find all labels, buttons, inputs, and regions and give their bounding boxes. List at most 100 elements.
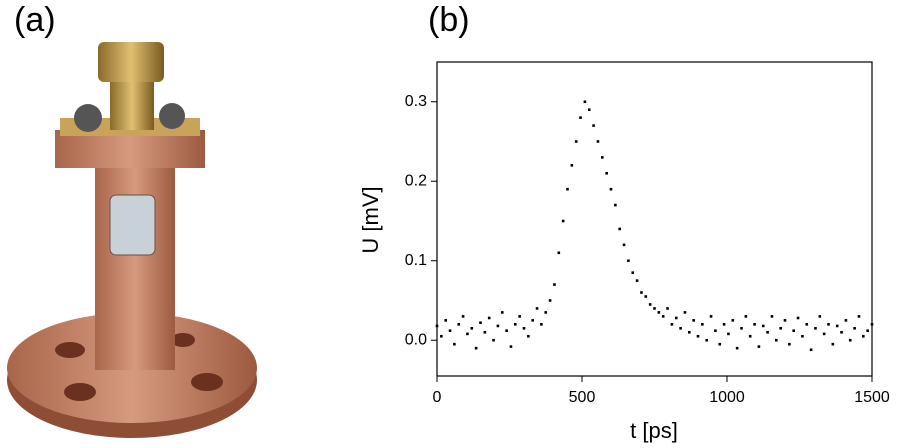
waveguide xyxy=(95,150,175,370)
data-point xyxy=(540,323,543,326)
data-point xyxy=(557,251,561,255)
data-point xyxy=(653,307,656,310)
data-point xyxy=(570,164,574,167)
data-point xyxy=(535,307,539,310)
data-point xyxy=(627,259,630,263)
data-point xyxy=(635,279,639,282)
data-point xyxy=(688,330,691,334)
data-point xyxy=(553,283,556,286)
data-point xyxy=(648,303,652,306)
data-point xyxy=(757,345,761,348)
block xyxy=(55,130,205,168)
y-tick-label: 0.2 xyxy=(405,172,427,189)
data-point xyxy=(609,187,613,191)
data-point xyxy=(731,319,735,322)
x-tick-label: 1000 xyxy=(709,389,745,406)
data-point xyxy=(522,327,526,330)
data-point xyxy=(862,334,865,338)
data-point xyxy=(479,321,482,325)
data-point xyxy=(761,324,765,328)
data-point xyxy=(692,319,695,322)
data-point xyxy=(440,334,443,338)
x-axis-label: t [ps] xyxy=(630,418,678,443)
y-tick-label: 0.0 xyxy=(405,331,427,348)
data-point xyxy=(457,323,461,326)
data-point xyxy=(779,327,782,330)
data-point xyxy=(822,332,826,336)
data-point xyxy=(666,307,669,310)
data-point xyxy=(827,323,830,326)
data-point xyxy=(840,330,843,334)
data-point xyxy=(705,338,708,342)
data-point xyxy=(448,329,452,332)
data-point xyxy=(527,334,530,338)
data-point xyxy=(470,327,474,330)
hole xyxy=(191,373,223,391)
data-point xyxy=(766,330,769,334)
data-point xyxy=(644,295,648,298)
data-point xyxy=(601,156,604,159)
data-point xyxy=(583,100,587,104)
data-point xyxy=(496,324,500,328)
data-point xyxy=(740,327,743,330)
data-point xyxy=(718,342,722,346)
data-point xyxy=(844,319,848,322)
data-point xyxy=(514,323,517,326)
data-point xyxy=(596,140,600,143)
data-point xyxy=(809,348,813,352)
data-point xyxy=(857,315,861,318)
data-point xyxy=(574,140,578,143)
data-point xyxy=(701,323,704,326)
data-point xyxy=(748,334,752,338)
y-tick-label: 0.3 xyxy=(405,93,427,110)
data-point xyxy=(453,342,456,346)
data-point xyxy=(770,315,774,318)
window xyxy=(109,194,156,256)
data-point xyxy=(848,338,852,342)
connector-thread xyxy=(98,42,164,82)
data-point xyxy=(714,329,717,332)
data-point xyxy=(614,203,617,207)
data-point xyxy=(492,338,495,342)
data-point xyxy=(696,334,700,338)
data-point xyxy=(518,315,521,318)
plot: 0 500 1000 1500 0.0 0.1 0.2 0.3 xyxy=(405,93,890,406)
data-point xyxy=(679,327,682,330)
panel-label: (b) xyxy=(428,1,470,39)
connector xyxy=(110,78,154,130)
y-tick-label: 0.1 xyxy=(405,252,427,269)
data-point xyxy=(548,299,552,302)
data-point xyxy=(474,346,478,350)
data-point xyxy=(753,323,756,326)
data-point xyxy=(818,315,822,318)
data-point xyxy=(783,319,787,322)
hole xyxy=(64,383,96,401)
screw xyxy=(159,103,185,129)
hole xyxy=(55,342,85,358)
y-axis-label: U [mV] xyxy=(358,186,383,253)
data-point xyxy=(674,316,678,320)
data-point xyxy=(618,227,621,231)
data-point xyxy=(566,187,569,191)
data-point xyxy=(805,323,809,326)
photo xyxy=(7,42,257,438)
plot-frame xyxy=(436,61,873,377)
data-point xyxy=(796,316,800,320)
data-point xyxy=(466,332,469,336)
data-point xyxy=(500,311,504,314)
data-point xyxy=(727,332,730,336)
data-point xyxy=(531,319,534,322)
data-point xyxy=(561,219,565,223)
data-point xyxy=(444,319,447,322)
screw xyxy=(74,104,102,132)
data-point xyxy=(631,271,635,274)
data-point xyxy=(722,323,726,326)
data-point xyxy=(657,311,661,314)
data-point xyxy=(683,311,687,314)
data-point xyxy=(579,116,582,119)
data-point xyxy=(744,315,748,318)
panel-label: (a) xyxy=(14,1,56,39)
data-point xyxy=(505,329,508,332)
data-point xyxy=(670,323,674,326)
data-point xyxy=(835,324,839,328)
